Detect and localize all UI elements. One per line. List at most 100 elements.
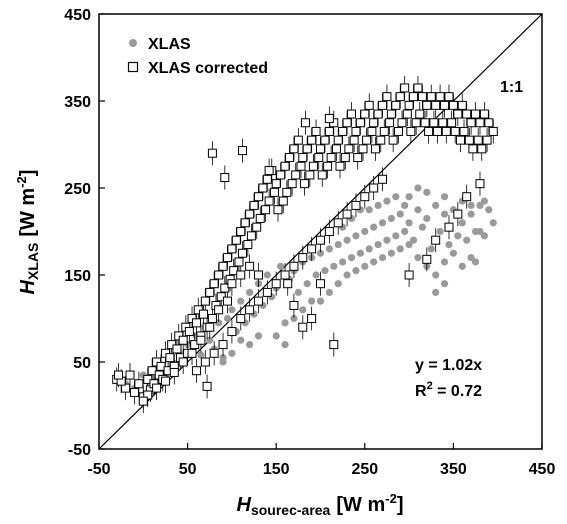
data-point-xlas-corrected bbox=[370, 119, 378, 127]
data-point-xlas-corrected bbox=[272, 180, 280, 188]
data-point-xlas-corrected bbox=[430, 119, 438, 127]
data-point-xlas bbox=[246, 289, 253, 296]
data-point-xlas-corrected bbox=[396, 93, 404, 101]
legend-marker-xlas-corrected bbox=[129, 63, 138, 72]
data-point-xlas-corrected bbox=[210, 280, 218, 288]
data-point-xlas-corrected bbox=[299, 254, 307, 262]
data-point-xlas-corrected bbox=[312, 127, 320, 135]
data-point-xlas bbox=[370, 258, 377, 265]
data-point-xlas-corrected bbox=[215, 306, 223, 314]
data-point-xlas-corrected bbox=[352, 127, 360, 135]
data-point-xlas-corrected bbox=[237, 271, 245, 279]
data-point-xlas-corrected bbox=[126, 371, 134, 379]
data-point-xlas-corrected bbox=[392, 101, 400, 109]
data-point-xlas-corrected bbox=[370, 184, 378, 192]
data-point-xlas bbox=[219, 358, 226, 365]
data-point-xlas-corrected bbox=[315, 154, 323, 162]
data-point-xlas-corrected bbox=[297, 162, 305, 170]
data-point-xlas-corrected bbox=[439, 119, 447, 127]
data-point-xlas-corrected bbox=[456, 136, 464, 144]
data-point-xlas bbox=[428, 245, 435, 252]
data-point-xlas-corrected bbox=[253, 223, 261, 231]
data-point-xlas-corrected bbox=[325, 114, 333, 122]
data-point-xlas-corrected bbox=[299, 154, 307, 162]
data-point-xlas-corrected bbox=[463, 193, 471, 201]
data-point-xlas bbox=[370, 224, 377, 231]
data-point-xlas-corrected bbox=[179, 336, 187, 344]
data-point-xlas-corrected bbox=[478, 145, 486, 153]
data-point-xlas-corrected bbox=[465, 136, 473, 144]
data-point-xlas-corrected bbox=[256, 214, 264, 222]
data-point-xlas-corrected bbox=[410, 93, 418, 101]
data-point-xlas bbox=[343, 271, 350, 278]
data-point-xlas bbox=[397, 211, 404, 218]
x-tick-label: 50 bbox=[179, 461, 197, 478]
y-axis-title-main: H bbox=[17, 279, 39, 294]
data-point-xlas bbox=[450, 250, 457, 257]
data-point-xlas-corrected bbox=[263, 175, 271, 183]
y-axis-title-unit: [W m bbox=[17, 188, 39, 237]
legend: XLAS XLAS corrected bbox=[129, 36, 269, 77]
legend-label-xlas-corrected: XLAS corrected bbox=[148, 60, 268, 77]
data-point-xlas-corrected bbox=[309, 162, 317, 170]
data-point-xlas bbox=[468, 211, 475, 218]
data-point-xlas bbox=[237, 337, 244, 344]
data-point-xlas-corrected bbox=[343, 119, 351, 127]
data-point-xlas-corrected bbox=[200, 310, 208, 318]
data-point-xlas bbox=[273, 332, 280, 339]
data-point-xlas bbox=[379, 254, 386, 261]
data-point-xlas bbox=[317, 298, 324, 305]
data-point-xlas-corrected bbox=[237, 228, 245, 236]
data-point-xlas-corrected bbox=[215, 271, 223, 279]
data-point-xlas-corrected bbox=[210, 349, 218, 357]
data-point-xlas-corrected bbox=[330, 341, 338, 349]
data-point-xlas-corrected bbox=[166, 354, 174, 362]
data-point-xlas-corrected bbox=[474, 136, 482, 144]
data-point-xlas bbox=[281, 319, 288, 326]
y-tick-label: -50 bbox=[68, 442, 91, 459]
data-point-xlas bbox=[392, 193, 399, 200]
data-point-xlas-corrected bbox=[246, 306, 254, 314]
data-point-xlas-corrected bbox=[206, 323, 214, 331]
data-point-xlas-corrected bbox=[284, 280, 292, 288]
data-point-xlas bbox=[383, 197, 390, 204]
data-point-xlas-corrected bbox=[263, 288, 271, 296]
data-point-xlas bbox=[485, 206, 492, 213]
data-point-xlas-corrected bbox=[301, 119, 309, 127]
data-point-xlas-corrected bbox=[192, 319, 200, 327]
data-point-xlas-corrected bbox=[418, 93, 426, 101]
data-point-xlas-corrected bbox=[363, 136, 371, 144]
data-point-xlas-corrected bbox=[170, 368, 178, 376]
data-point-xlas-corrected bbox=[483, 136, 491, 144]
data-point-xlas bbox=[445, 241, 452, 248]
data-point-xlas-corrected bbox=[448, 119, 456, 127]
data-point-xlas-corrected bbox=[441, 101, 449, 109]
data-point-xlas-corrected bbox=[414, 84, 422, 92]
data-point-xlas bbox=[414, 206, 421, 213]
data-point-xlas-corrected bbox=[290, 262, 298, 270]
data-point-xlas-corrected bbox=[394, 127, 402, 135]
data-point-xlas-corrected bbox=[290, 145, 298, 153]
data-point-xlas bbox=[228, 306, 235, 313]
data-point-xlas bbox=[406, 219, 413, 226]
data-point-xlas-corrected bbox=[379, 175, 387, 183]
x-axis-title-unit-close: ] bbox=[397, 494, 404, 516]
data-point-xlas bbox=[388, 215, 395, 222]
x-axis-title: Hsourec-area [W m-2] bbox=[237, 491, 404, 518]
data-point-xlas bbox=[414, 184, 421, 191]
data-point-xlas-corrected bbox=[317, 145, 325, 153]
data-point-xlas-corrected bbox=[232, 236, 240, 244]
data-point-xlas bbox=[224, 315, 231, 322]
data-point-xlas bbox=[459, 263, 466, 270]
data-point-xlas bbox=[374, 241, 381, 248]
data-point-xlas-corrected bbox=[469, 145, 477, 153]
data-point-xlas-corrected bbox=[325, 127, 333, 135]
data-point-xlas bbox=[437, 228, 444, 235]
data-point-xlas bbox=[454, 232, 461, 239]
data-point-xlas-corrected bbox=[476, 119, 484, 127]
data-point-xlas-corrected bbox=[161, 377, 169, 385]
data-point-xlas bbox=[463, 237, 470, 244]
data-point-xlas bbox=[441, 211, 448, 218]
y-axis-title-unit-close: ] bbox=[17, 170, 39, 177]
data-point-xlas-corrected bbox=[361, 193, 369, 201]
